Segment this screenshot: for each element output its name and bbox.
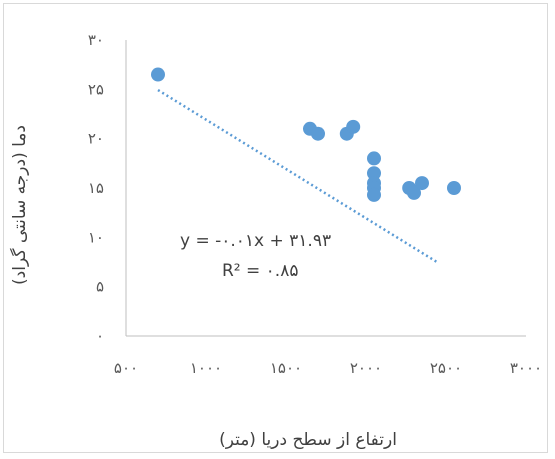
x-tick-label: ۱۰۰۰: [190, 359, 222, 377]
y-tick-labels: ۰ ۵ ۱۰ ۱۵ ۲۰ ۲۵ ۳۰: [88, 31, 104, 345]
x-tick-label: ۵۰۰: [114, 359, 138, 377]
data-points: [151, 67, 461, 202]
y-tick-label: ۲۵: [88, 80, 104, 98]
y-tick-label: ۲۰: [88, 130, 104, 148]
data-point: [311, 126, 325, 141]
data-point: [415, 176, 429, 191]
data-point: [346, 119, 361, 134]
x-tick-label: ۱۵۰۰: [270, 359, 302, 377]
y-tick-label: ۱۰: [88, 228, 104, 246]
x-tick-label: ۲۵۰۰: [430, 359, 462, 377]
x-tick-label: ۳۰۰۰: [510, 359, 542, 377]
data-point: [407, 185, 421, 200]
x-tick-labels: ۵۰۰ ۱۰۰۰ ۱۵۰۰ ۲۰۰۰ ۲۵۰۰ ۳۰۰۰: [114, 359, 542, 377]
data-point: [367, 151, 381, 166]
data-point: [151, 67, 165, 82]
y-tick-label: ۱۵: [88, 179, 104, 197]
regression-equation: y = -۰.۰۱x + ۳۱.۹۳: [180, 231, 331, 251]
data-point: [367, 187, 381, 202]
x-axis-title: ارتفاع از سطح دریا (متر): [219, 430, 397, 450]
y-axis-title: دما (درجه سانتی گراد): [9, 125, 30, 285]
y-tick-label: ۰: [96, 327, 104, 345]
data-point: [367, 166, 381, 181]
x-tick-label: ۲۰۰۰: [350, 359, 382, 377]
chart-frame: [3, 3, 548, 453]
y-tick-label: ۳۰: [88, 31, 104, 49]
y-tick-label: ۵: [96, 278, 104, 296]
r-squared-label: R² = ۰.۸۵: [222, 261, 298, 281]
data-point: [447, 181, 461, 195]
